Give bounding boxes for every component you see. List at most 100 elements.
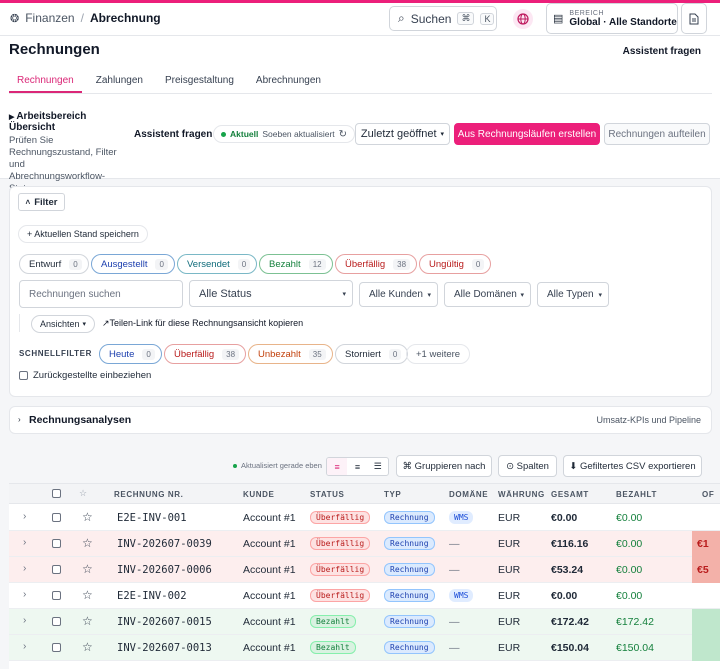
workspace-overview: ▶ Arbeitsbereich Übersicht Prüfen Sie Re… — [9, 111, 121, 195]
external-link-icon: ↗ — [102, 318, 110, 328]
refresh-icon[interactable]: ↻ — [338, 128, 348, 140]
star-icon[interactable]: ☆ — [82, 614, 93, 628]
columns-button[interactable]: ⊙ Spalten — [498, 455, 557, 477]
chevron-down-icon: ▾ — [520, 291, 524, 299]
live-label: Aktuell — [230, 129, 259, 139]
quick-chip-overdue[interactable]: Überfällig 38 — [164, 344, 247, 364]
analytics-section[interactable]: › Rechnungsanalysen Umsatz-KPIs und Pipe… — [9, 406, 712, 434]
globe-icon[interactable] — [513, 9, 533, 29]
quick-chip-today[interactable]: Heute 0 — [99, 344, 162, 364]
density-toggle: ≡ ≡ ☰ — [326, 457, 389, 476]
export-csv-button[interactable]: ⬇ Gefiltertes CSV exportieren — [563, 455, 702, 477]
quick-chip-unpaid[interactable]: Unbezahlt 35 — [248, 344, 333, 364]
table-row[interactable]: › ☆ INV-202607-0013 Account #1 Bezahlt Rechnu… — [9, 635, 720, 661]
row-checkbox[interactable] — [52, 565, 61, 574]
expand-row-icon[interactable]: › — [23, 641, 27, 652]
select-all-checkbox[interactable] — [52, 489, 61, 498]
group-by-button[interactable]: ⌘ Gruppieren nach — [396, 455, 492, 477]
table-row[interactable]: › ☆ INV-202607-0006 Account #1 Überfällig Rec… — [9, 557, 720, 583]
status-chip-sent[interactable]: Versendet 0 — [177, 254, 258, 274]
column-header-customer[interactable]: KUNDE — [243, 490, 275, 499]
page-header: Rechnungen Assistent fragen Rechnungen Z… — [0, 36, 720, 194]
breadcrumb-section[interactable]: Finanzen — [25, 11, 75, 25]
invoice-number[interactable]: INV-202607-0013 — [117, 642, 212, 654]
star-icon[interactable]: ☆ — [82, 562, 93, 576]
table-row[interactable]: › ☆ E2E-INV-002 Account #1 Überfällig Rechnun… — [9, 583, 720, 609]
column-header-status[interactable]: STATUS — [310, 490, 345, 499]
filter-toggle-button[interactable]: ˄ Filter — [18, 193, 65, 211]
status-chip-paid[interactable]: Bezahlt 12 — [259, 254, 333, 274]
density-relaxed-icon[interactable]: ☰ — [373, 461, 382, 471]
chip-label: Überfällig — [345, 258, 386, 270]
density-compact-icon[interactable]: ≡ — [327, 458, 348, 475]
column-header-total[interactable]: GESAMT — [551, 490, 589, 499]
column-header-open[interactable]: OF — [702, 490, 715, 499]
status-select[interactable]: Alle Status ▾ — [189, 280, 353, 307]
invoice-number[interactable]: E2E-INV-002 — [117, 590, 187, 602]
invoice-number[interactable]: INV-202607-0039 — [117, 538, 212, 550]
column-header-number[interactable]: RECHNUNG NR. — [114, 490, 184, 499]
tab-payments[interactable]: Zahlungen — [95, 75, 143, 86]
ask-assistant-link[interactable]: Assistent fragen — [622, 46, 701, 57]
ask-assistant-button[interactable]: Assistent fragen — [134, 129, 213, 140]
analytics-subtitle: Umsatz-KPIs und Pipeline — [596, 415, 701, 425]
status-chip-draft[interactable]: Entwurf 0 — [19, 254, 89, 274]
expand-row-icon[interactable]: › — [23, 537, 27, 548]
share-link-button[interactable]: ↗Teilen-Link für diese Rechnungsansicht … — [102, 318, 303, 329]
column-header-paid[interactable]: BEZAHLT — [616, 490, 657, 499]
table-row[interactable]: › ☆ INV-202607-0039 Account #1 Überfällig Rec… — [9, 531, 720, 557]
column-header-domain[interactable]: DOMÄNE — [449, 490, 489, 499]
create-from-runs-button[interactable]: Aus Rechnungsläufen erstellen — [454, 123, 600, 145]
column-header-type[interactable]: TYP — [384, 490, 402, 499]
split-invoices-button[interactable]: Rechnungen aufteilen — [604, 123, 710, 145]
workspace-toggle[interactable]: ▶ Arbeitsbereich Übersicht — [9, 111, 121, 133]
include-archived-toggle[interactable]: Zurückgestellte einbeziehen — [19, 370, 151, 381]
status-chip-issued[interactable]: Ausgestellt 0 — [91, 254, 175, 274]
tab-settlements[interactable]: Abrechnungen — [255, 75, 321, 86]
row-checkbox[interactable] — [52, 617, 61, 626]
tab-invoices[interactable]: Rechnungen — [9, 72, 82, 93]
star-icon[interactable]: ☆ — [82, 640, 93, 654]
table-row[interactable]: › ☆ E2E-INV-001 Account #1 Überfällig Rechnun… — [9, 505, 720, 531]
invoice-number[interactable]: INV-202607-0006 — [117, 564, 212, 576]
domain-empty: — — [449, 642, 460, 654]
save-view-button[interactable]: + Aktuellen Stand speichern — [18, 225, 148, 243]
document-icon[interactable] — [681, 3, 707, 34]
type-select[interactable]: Alle Typen ▾ — [537, 282, 609, 307]
star-icon[interactable]: ☆ — [82, 588, 93, 602]
type-select-value: Alle Typen — [547, 289, 594, 300]
chip-count: 0 — [155, 258, 168, 270]
expand-row-icon[interactable]: › — [23, 511, 27, 522]
row-checkbox[interactable] — [52, 643, 61, 652]
invoice-number[interactable]: INV-202607-0015 — [117, 616, 212, 628]
row-checkbox[interactable] — [52, 513, 61, 522]
invoice-number[interactable]: E2E-INV-001 — [117, 512, 187, 524]
table-row[interactable]: › ☆ INV-202607-0015 Account #1 Bezahlt Rechnu… — [9, 609, 720, 635]
invoice-search-input[interactable] — [19, 280, 183, 308]
status-chip-overdue[interactable]: Überfällig 38 — [335, 254, 418, 274]
include-archived-checkbox[interactable] — [19, 371, 28, 380]
live-dot-icon — [221, 131, 226, 137]
star-icon[interactable]: ☆ — [82, 510, 93, 524]
star-icon[interactable]: ☆ — [82, 536, 93, 550]
status-badge: Überfällig — [310, 537, 371, 550]
density-normal-icon[interactable]: ≡ — [354, 461, 361, 472]
expand-row-icon[interactable]: › — [23, 589, 27, 600]
customer-select[interactable]: Alle Kunden ▾ — [359, 282, 438, 307]
domain-select[interactable]: Alle Domänen ▾ — [444, 282, 531, 307]
expand-row-icon[interactable]: › — [23, 615, 27, 626]
scope-selector[interactable]: ▤ BEREICH Global · Alle Standorte — [546, 3, 678, 34]
expand-row-icon[interactable]: › — [23, 563, 27, 574]
status-chip-void[interactable]: Ungültig 0 — [419, 254, 492, 274]
views-button[interactable]: Ansichten ▾ — [31, 315, 96, 333]
quick-chip-cancelled[interactable]: Storniert 0 — [335, 344, 409, 364]
tab-pricing[interactable]: Preisgestaltung — [164, 75, 234, 86]
column-header-currency[interactable]: WÄHRUNG — [498, 490, 545, 499]
global-search-button[interactable]: ⌕ Suchen ⌘ K — [389, 6, 497, 31]
quick-more-button[interactable]: +1 weitere — [406, 344, 471, 364]
chevron-down-icon: ▾ — [342, 290, 346, 298]
recently-opened-button[interactable]: Zuletzt geöffnet ▾ — [355, 123, 450, 145]
currency: EUR — [498, 512, 521, 524]
row-checkbox[interactable] — [52, 539, 61, 548]
row-checkbox[interactable] — [52, 591, 61, 600]
